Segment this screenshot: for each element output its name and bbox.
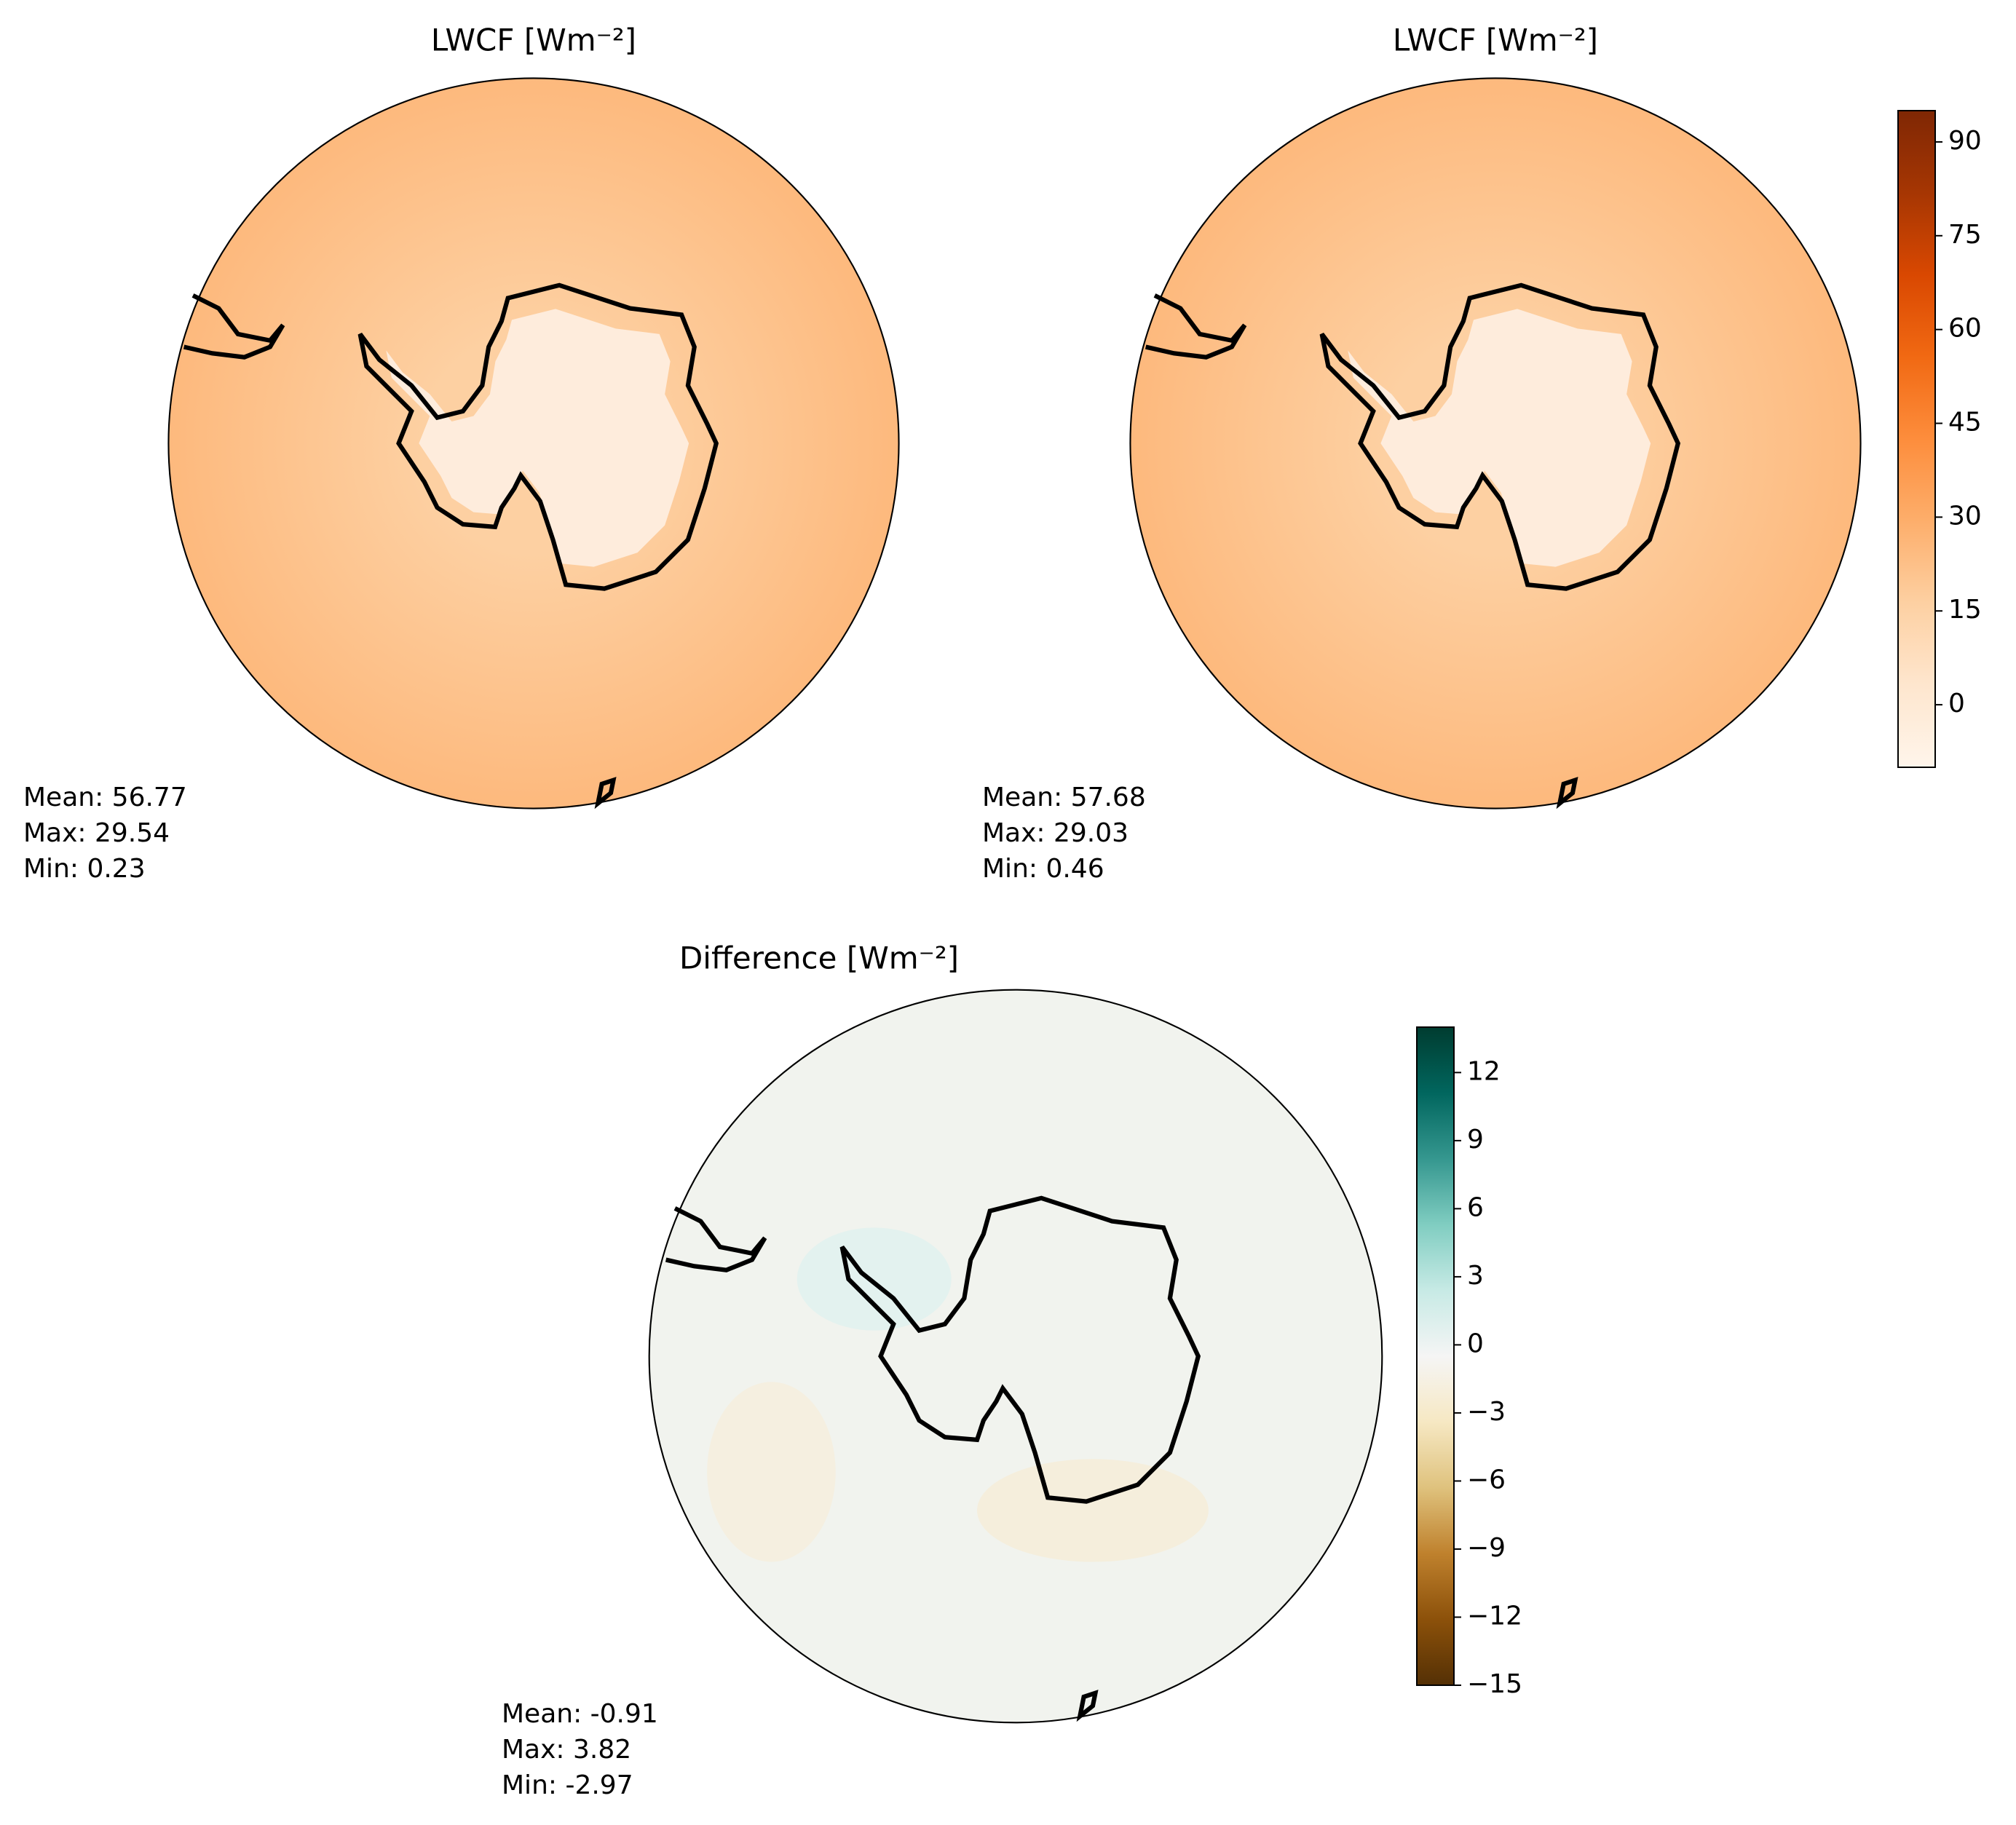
stat-text: Min: 0.23 [23,854,146,884]
colorbar-tick-label: 90 [1948,126,1982,156]
colorbar [1416,1026,1455,1686]
colorbar-tick-label: 30 [1948,501,1982,531]
colorbar-tick-label: 3 [1467,1261,1484,1291]
stat-text: Min: 0.46 [982,854,1104,884]
colorbar-tick-label: 9 [1467,1125,1484,1155]
colorbar-tick-label: −3 [1467,1397,1506,1427]
map-title: LWCF [Wm⁻²] [1393,23,1598,58]
map [1129,77,1862,809]
colorbar-tick-label: −9 [1467,1533,1506,1563]
colorbar-tick-label: −15 [1467,1669,1522,1699]
stat-text: Min: -2.97 [502,1770,633,1800]
colorbar-tick-label: 6 [1467,1192,1484,1222]
map [167,77,900,809]
colorbar-tick-label: −6 [1467,1465,1506,1495]
colorbar-tick-label: 75 [1948,220,1982,250]
colorbar-tick-label: 12 [1467,1056,1501,1086]
colorbar-tick-label: 60 [1948,314,1982,344]
stat-text: Max: 29.03 [982,818,1128,848]
colorbar-tick-label: 0 [1467,1329,1484,1358]
map [648,989,1383,1724]
colorbar [1897,110,1936,768]
stat-text: Mean: -0.91 [502,1699,658,1729]
stat-text: Mean: 56.77 [23,783,187,812]
colorbar-tick-label: 15 [1948,595,1982,625]
stat-text: Max: 29.54 [23,818,170,848]
stat-text: Mean: 57.68 [982,783,1146,812]
colorbar-tick-label: 0 [1948,689,1965,718]
colorbar-tick-label: 45 [1948,408,1982,438]
map-title: LWCF [Wm⁻²] [431,23,636,58]
colorbar-tick-label: −12 [1467,1601,1522,1631]
map-title: Difference [Wm⁻²] [679,941,959,976]
stat-text: Max: 3.82 [502,1735,631,1765]
